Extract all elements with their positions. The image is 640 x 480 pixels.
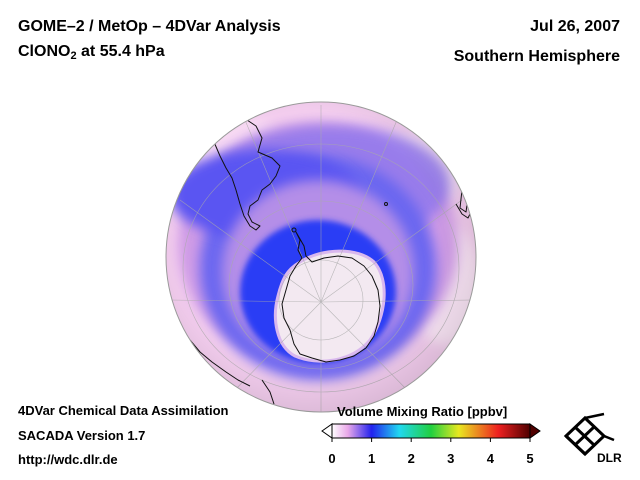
colorbar-min-arrow: [321, 423, 333, 439]
map-title: GOME–2 / MetOp – 4DVar Analysis: [18, 18, 281, 35]
hemisphere-label: Southern Hemisphere: [453, 48, 620, 65]
globe-outline: [165, 101, 477, 413]
colorbar-gradient: [331, 423, 531, 439]
species-label: ClONO2 at 55.4 hPa: [18, 43, 165, 62]
colorbar-max-arrow: [529, 423, 541, 439]
dlr-logo-icon: [563, 412, 615, 457]
colorbar-tick-label: 5: [526, 451, 534, 466]
colorbar-tick-label: 4: [486, 451, 495, 466]
colorbar-tick-label: 2: [407, 451, 415, 466]
globe-field: [166, 102, 476, 412]
analysis-date: Jul 26, 2007: [530, 18, 620, 35]
colorbar-tick-label: 1: [367, 451, 376, 466]
colorbar-tick-label: 0: [328, 451, 336, 466]
colorbar: [321, 423, 541, 442]
species-suffix: at 55.4 hPa: [76, 43, 165, 60]
colorbar-tick-label: 3: [447, 451, 455, 466]
species-subscript: 2: [70, 50, 77, 62]
footer-url: http://wdc.dlr.de: [18, 452, 118, 467]
colorbar-title: Volume Mixing Ratio [ppbv]: [337, 404, 508, 419]
dlr-logo-text: DLR: [597, 451, 622, 465]
footer-version-label: SACADA Version 1.7: [18, 428, 146, 443]
colorbar-ticks: [331, 438, 531, 442]
species-prefix: ClONO: [18, 43, 71, 60]
footer-assimilation-label: 4DVar Chemical Data Assimilation: [18, 403, 229, 418]
globe-shading: [166, 102, 476, 412]
